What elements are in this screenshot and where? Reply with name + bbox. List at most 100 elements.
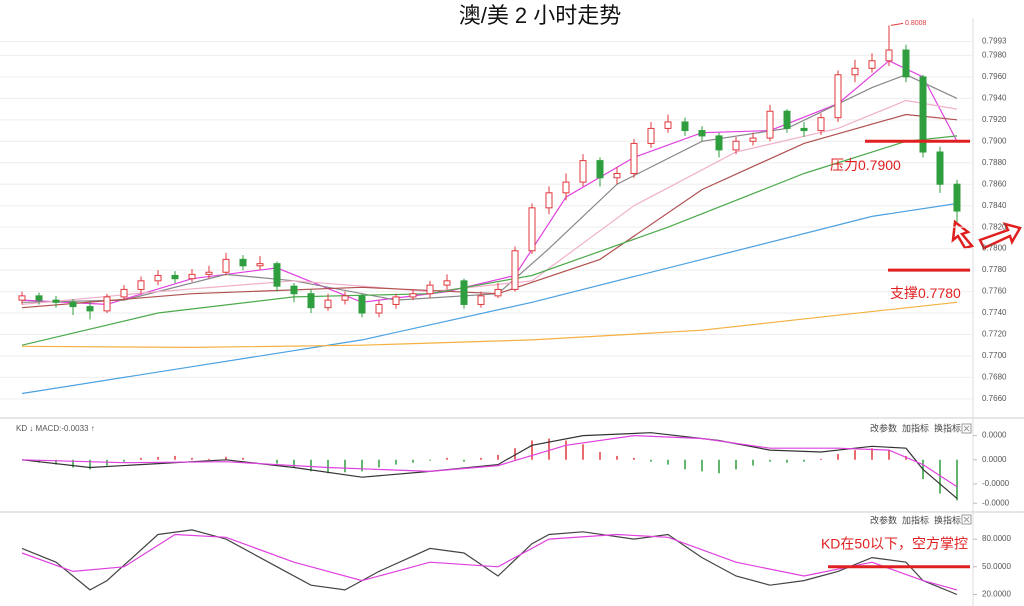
toolbar-button[interactable]: 加指标 [902,514,929,525]
candle-body [120,288,128,298]
candle-body [868,60,876,69]
candle-body [477,295,485,305]
candle-body [494,288,502,297]
candle-body [409,293,417,298]
candle-body [885,49,893,62]
candle-body [35,295,43,301]
candle-body [290,285,298,295]
candle-body [562,181,570,194]
y-tick-label: 0.7960 [982,72,1007,81]
y-tick-label: 0.0000 [982,455,1007,464]
chart-title: 澳/美 2 小时走势 [459,3,622,28]
y-tick-label: 0.7760 [982,287,1007,296]
candle-body [732,140,740,151]
ma-line [21,99,958,305]
candle-body [800,127,808,132]
candle-body [52,299,60,303]
candle-body [18,295,26,301]
candle-body [579,160,587,183]
y-tick-label: 0.7900 [982,136,1007,145]
toolbar-button[interactable]: 改参数 [870,514,897,525]
candle-body [528,207,536,252]
candle-body [681,121,689,132]
candle-body [154,274,162,282]
candle-body [851,67,859,76]
candle-body [137,280,145,290]
candle-body [698,130,706,137]
candle-body [239,258,247,267]
candle-body [103,296,111,312]
y-tick-label: 20.0000 [982,590,1011,599]
candle-body [273,263,281,287]
ma-line [21,434,958,488]
candle-body [919,76,927,153]
y-tick-label: 50.0000 [982,562,1011,571]
candle-body [86,306,94,312]
candle-body [307,293,315,309]
candle-body [834,74,842,119]
annotation-text: 支撑0.7780 [890,285,961,301]
high-label: 0.8008 [905,20,927,27]
candle-body [936,151,944,185]
side-arrow [978,222,1022,250]
ma-line [21,202,958,395]
y-tick-label: 0.7700 [982,351,1007,360]
candle-body [749,137,757,142]
candle-body [902,49,910,78]
candle-body [817,117,825,132]
y-tick-label: 0.7980 [982,51,1007,60]
y-tick-label: 0.7860 [982,179,1007,188]
y-tick-label: 0.7660 [982,394,1007,403]
candle-body [426,284,434,295]
toolbar-button[interactable]: 换指标 [934,514,961,525]
candle-body [664,121,672,129]
candle-body [205,271,213,275]
close-box[interactable] [961,423,972,434]
high-pointer [890,22,904,26]
candle-body [375,303,383,314]
indicator-label: KD ↓ MACD:-0.0033 ↑ [16,424,95,433]
ma-line [21,301,958,349]
y-tick-label: -0.0000 [982,479,1010,488]
candle-body [630,142,638,174]
toolbar-button[interactable]: 加指标 [902,422,929,433]
y-tick-label: 0.0000 [982,431,1007,440]
close-box[interactable] [961,514,972,525]
ma-line [21,135,958,346]
candle-body [953,183,961,212]
candle-body [222,258,230,273]
annotation-text: KD在50以下，空方掌控 [821,536,968,552]
candle-body [392,296,400,305]
candle-body [188,273,196,280]
y-tick-label: 0.7920 [982,115,1007,124]
y-tick-label: 0.7993 [982,37,1007,46]
candle-body [647,127,655,144]
y-tick-label: 0.7940 [982,93,1007,102]
candle-body [545,192,553,209]
candle-body [460,280,468,305]
annotation-text: 压力0.7900 [830,157,901,173]
candle-body [715,135,723,151]
candle-body [766,110,774,139]
candle-body [443,280,451,286]
ma-line [21,113,958,309]
y-tick-label: 80.0000 [982,534,1011,543]
toolbar-button[interactable]: 换指标 [934,422,961,433]
y-tick-label: 0.7820 [982,222,1007,231]
candle-body [613,172,621,179]
y-tick-label: 0.7720 [982,330,1007,339]
y-tick-label: 0.7740 [982,308,1007,317]
down-arrow [951,219,975,250]
ma-line [21,533,958,591]
candle-body [256,263,264,267]
candle-body [341,295,349,301]
y-tick-label: 0.7680 [982,373,1007,382]
toolbar-button[interactable]: 改参数 [870,422,897,433]
candle-body [596,160,604,179]
candle-body [358,295,366,314]
candle-body [783,110,791,129]
ma-line [21,432,958,499]
y-tick-label: 0.7840 [982,201,1007,210]
